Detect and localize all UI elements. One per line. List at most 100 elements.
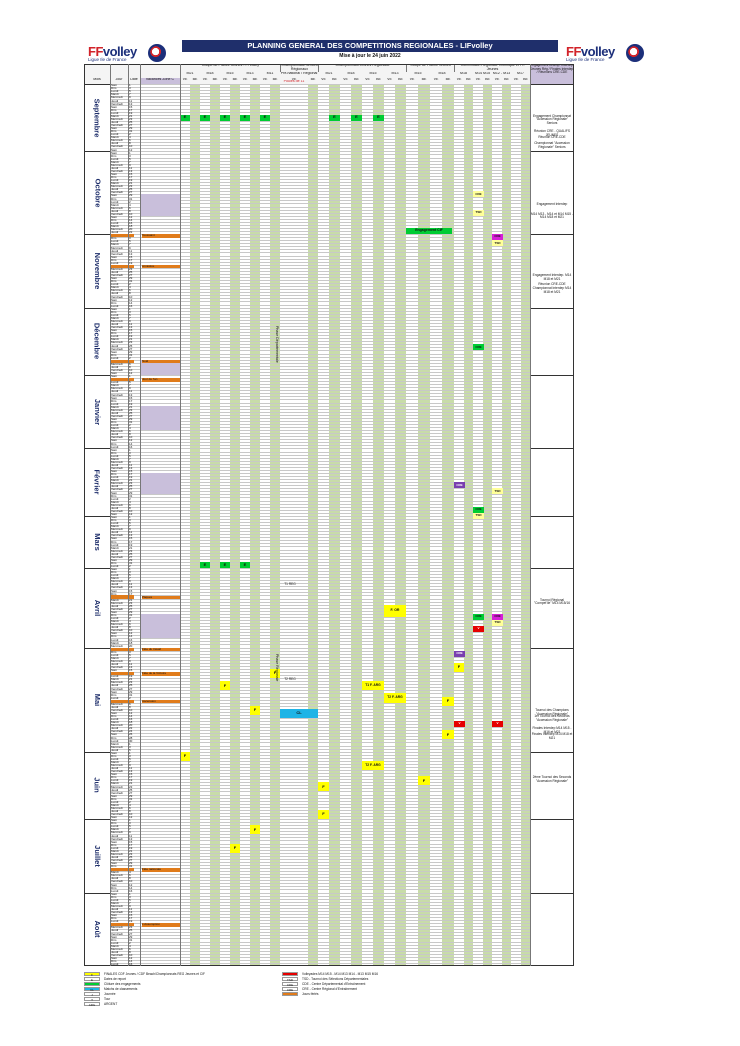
date-number: 21 — [129, 114, 133, 118]
holiday-label: Ascension — [142, 699, 180, 704]
row-line — [110, 754, 530, 756]
day-name: Jeudi — [111, 604, 119, 608]
row-line — [110, 745, 530, 747]
row-line — [110, 246, 530, 248]
date-number: 8 — [129, 626, 131, 630]
day-name: Vendredi — [111, 666, 123, 670]
row-line — [110, 895, 530, 897]
date-number: 7 — [129, 577, 131, 581]
day-name: Lundi — [111, 335, 119, 339]
row-line — [110, 721, 530, 722]
day-name: Mardi — [111, 761, 119, 764]
row-line — [110, 672, 530, 673]
date-number: 1 — [129, 892, 131, 896]
side-note: Tournoi des Champions "Accession Régiona… — [535, 707, 569, 716]
row-line — [110, 852, 530, 854]
date-number: 12 — [129, 372, 133, 376]
row-line — [110, 570, 530, 572]
day-name: Dim — [111, 399, 117, 403]
day-name: Mercredi — [111, 185, 123, 189]
final-marker: F — [180, 751, 190, 761]
date-number: 26 — [129, 733, 133, 737]
date-number: 11 — [129, 767, 133, 771]
date-number: 6 — [129, 206, 131, 210]
day-name: Mardi — [111, 225, 119, 229]
holiday-bar — [110, 868, 134, 872]
legend-swatch: J — [84, 992, 100, 997]
ve-be-header: BE — [354, 78, 359, 81]
day-name: Vendredi — [111, 813, 123, 817]
ve-be-header: BE — [252, 78, 258, 81]
day-name: Lundi — [111, 261, 119, 265]
row-line — [110, 917, 530, 918]
row-line — [110, 619, 530, 621]
row-line — [110, 574, 530, 575]
row-line — [110, 699, 530, 701]
final-marker: F — [250, 705, 260, 715]
date-number: 13 — [129, 837, 133, 841]
day-name: Jeudi — [111, 531, 119, 535]
date-number: 19 — [129, 179, 133, 183]
row-line — [110, 488, 530, 490]
date-number: 7 — [129, 160, 131, 164]
date-number: 13 — [129, 911, 133, 915]
date-number: 18 — [129, 641, 133, 645]
date-number: 12 — [129, 712, 133, 715]
day-name: Lundi — [111, 696, 119, 700]
day-name: Mardi — [111, 457, 119, 461]
row-line — [110, 182, 530, 183]
row-line — [110, 724, 530, 726]
row-line — [110, 194, 530, 196]
date-number: 1 — [129, 516, 131, 519]
legend-text: Matchs de classements — [104, 987, 138, 991]
row-line — [110, 868, 530, 869]
date-number: 17 — [129, 776, 133, 780]
day-name: Vendredi — [111, 607, 123, 611]
row-line — [110, 766, 530, 768]
final-marker: F — [220, 681, 230, 691]
ve-be-header: BE — [466, 78, 471, 81]
day-name: Mercredi — [111, 289, 123, 293]
ve-be-header: VE — [365, 78, 370, 81]
date-number: 11 — [129, 390, 133, 394]
day-name: Mardi — [111, 500, 119, 504]
row-line — [110, 684, 530, 686]
day-name: Dim — [111, 519, 117, 523]
row-line — [110, 178, 530, 180]
date-number: 16 — [129, 638, 133, 642]
row-line — [110, 567, 530, 569]
row-line — [110, 534, 530, 536]
row-line — [110, 531, 530, 533]
date-number: 31 — [129, 353, 133, 357]
day-name: Sam — [111, 350, 118, 354]
row-line — [110, 111, 530, 113]
date-number: 8 — [129, 142, 131, 146]
day-name: Sam — [111, 632, 118, 636]
row-line — [110, 947, 530, 949]
day-name: Lundi — [111, 889, 119, 893]
ve-be-header: BE — [272, 78, 278, 81]
row-line — [110, 240, 530, 242]
date-number: 16 — [129, 963, 133, 967]
date-number: 27 — [129, 791, 133, 795]
day-name: Mercredi — [111, 117, 123, 121]
date-number: 12 — [129, 957, 133, 960]
day-name: Jeudi — [111, 583, 119, 587]
day-name: Sam — [111, 819, 118, 823]
center-marker: TSD — [473, 209, 484, 216]
day-name: Sam — [111, 733, 118, 737]
day-name: Sam — [111, 862, 118, 866]
day-name: Mercredi — [111, 601, 123, 605]
date-number: 31 — [129, 693, 133, 697]
date-number: 13 — [129, 666, 133, 670]
legend-swatch: CDE — [282, 982, 298, 987]
row-line — [110, 892, 530, 894]
row-line — [110, 886, 530, 888]
day-name: Mardi — [111, 427, 119, 431]
date-number: 7 — [129, 525, 131, 529]
date-number: 9 — [129, 528, 131, 532]
date-number: 4 — [129, 803, 131, 807]
date-number: 4 — [129, 427, 131, 431]
row-line — [110, 417, 530, 419]
day-name: Sam — [111, 491, 118, 495]
